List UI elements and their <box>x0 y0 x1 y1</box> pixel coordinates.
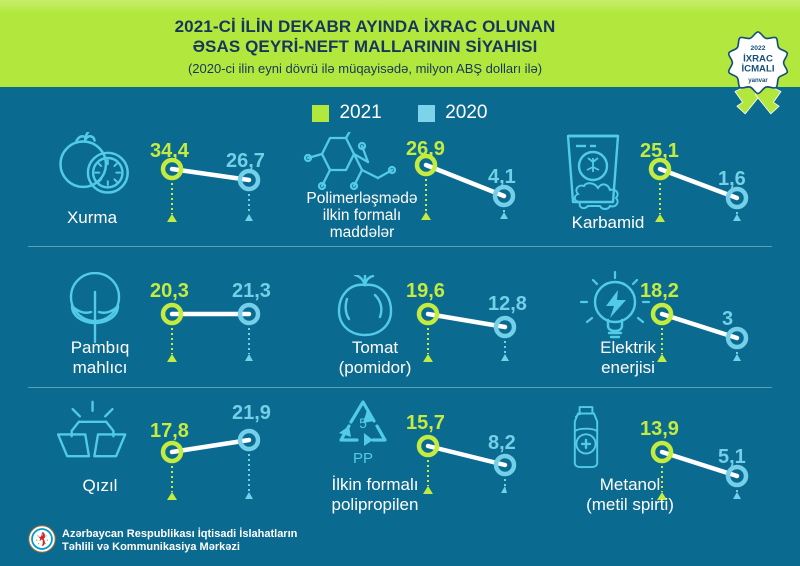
svg-text:2022: 2022 <box>751 45 766 52</box>
svg-text:PP: PP <box>353 450 373 467</box>
svg-text:5: 5 <box>359 415 367 431</box>
svg-text:yanvar: yanvar <box>748 77 768 84</box>
svg-text:İXRAC: İXRAC <box>743 53 773 64</box>
svg-text:İCMALI: İCMALI <box>742 64 775 75</box>
